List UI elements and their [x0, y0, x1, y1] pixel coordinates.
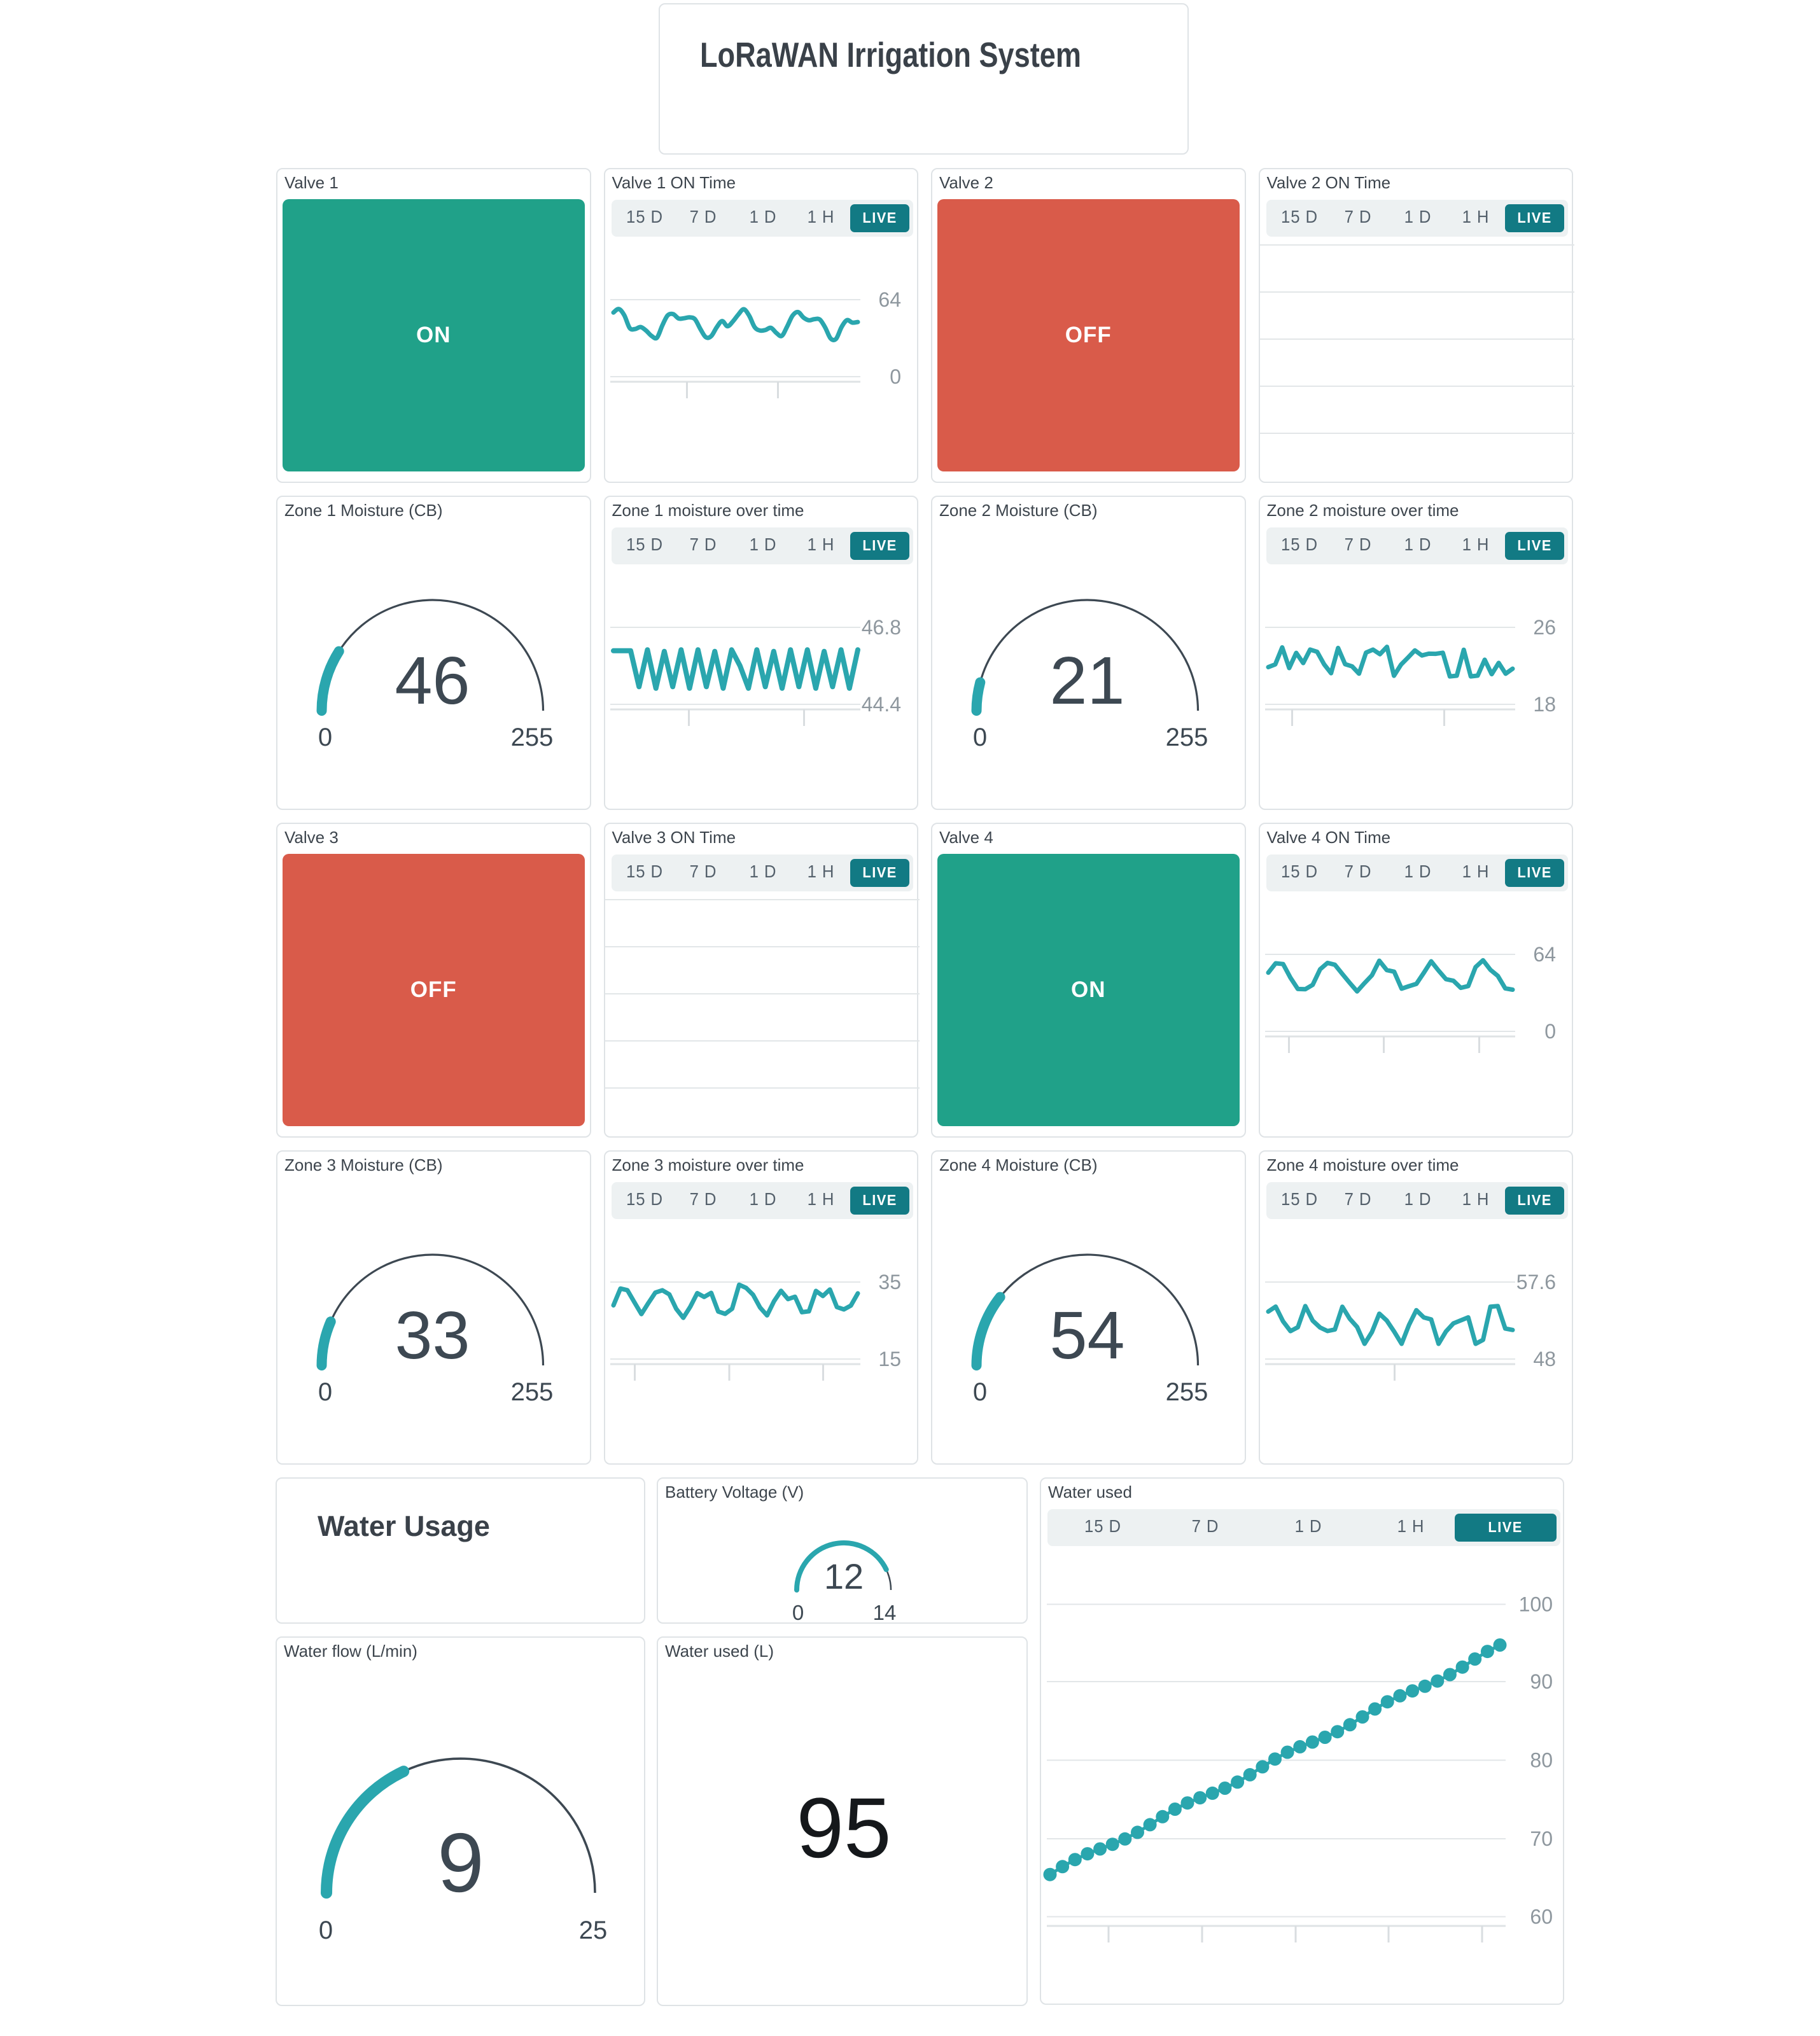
svg-text:26: 26	[1533, 616, 1556, 639]
svg-text:44.4: 44.4	[861, 693, 900, 716]
svg-text:0: 0	[1544, 1020, 1556, 1043]
svg-text:80: 80	[1530, 1749, 1553, 1772]
svg-text:18: 18	[1533, 693, 1556, 716]
svg-text:35: 35	[878, 1271, 901, 1293]
svg-text:46.8: 46.8	[861, 616, 900, 639]
svg-text:48: 48	[1533, 1348, 1556, 1370]
svg-text:60: 60	[1530, 1906, 1553, 1928]
svg-text:90: 90	[1530, 1670, 1553, 1693]
svg-text:15: 15	[878, 1348, 901, 1370]
svg-text:70: 70	[1530, 1827, 1553, 1850]
svg-text:100: 100	[1519, 1593, 1553, 1616]
svg-text:64: 64	[878, 288, 901, 311]
svg-text:57.6: 57.6	[1516, 1271, 1555, 1293]
svg-text:0: 0	[890, 365, 901, 388]
svg-text:64: 64	[1533, 943, 1556, 966]
